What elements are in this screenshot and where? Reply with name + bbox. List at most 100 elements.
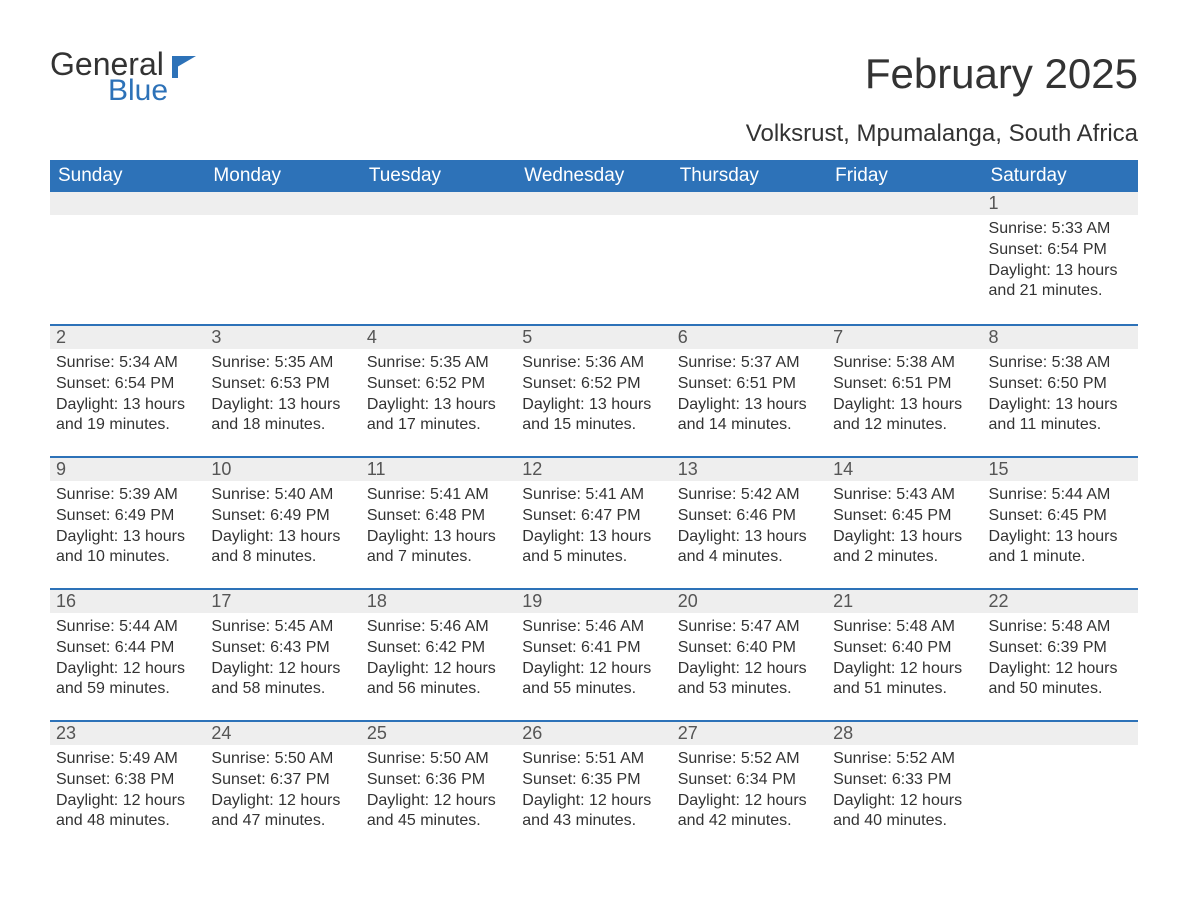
day-details: Sunrise: 5:44 AMSunset: 6:44 PMDaylight:… xyxy=(50,613,205,700)
day-number: 26 xyxy=(516,720,671,745)
calendar-day-cell: 12Sunrise: 5:41 AMSunset: 6:47 PMDayligh… xyxy=(516,456,671,588)
sunrise-text: Sunrise: 5:51 AM xyxy=(522,749,665,770)
day-number: 21 xyxy=(827,588,982,613)
sunrise-text: Sunrise: 5:39 AM xyxy=(56,485,199,506)
sunrise-text: Sunrise: 5:35 AM xyxy=(211,353,354,374)
sunset-text: Sunset: 6:40 PM xyxy=(678,638,821,659)
weekday-header: Wednesday xyxy=(516,160,671,192)
sunset-text: Sunset: 6:52 PM xyxy=(367,374,510,395)
sunset-text: Sunset: 6:54 PM xyxy=(989,240,1132,261)
sunset-text: Sunset: 6:45 PM xyxy=(989,506,1132,527)
day-number: 2 xyxy=(50,324,205,349)
daynum-bar xyxy=(50,192,205,215)
calendar-day-cell: 27Sunrise: 5:52 AMSunset: 6:34 PMDayligh… xyxy=(672,720,827,852)
calendar-day-cell: 18Sunrise: 5:46 AMSunset: 6:42 PMDayligh… xyxy=(361,588,516,720)
day-details: Sunrise: 5:35 AMSunset: 6:52 PMDaylight:… xyxy=(361,349,516,436)
sunrise-text: Sunrise: 5:41 AM xyxy=(367,485,510,506)
sunset-text: Sunset: 6:45 PM xyxy=(833,506,976,527)
day-details: Sunrise: 5:49 AMSunset: 6:38 PMDaylight:… xyxy=(50,745,205,832)
day-number: 24 xyxy=(205,720,360,745)
daylight-text: Daylight: 13 hours and 21 minutes. xyxy=(989,261,1132,303)
day-number: 19 xyxy=(516,588,671,613)
daylight-text: Daylight: 13 hours and 2 minutes. xyxy=(833,527,976,569)
calendar-day-cell: 24Sunrise: 5:50 AMSunset: 6:37 PMDayligh… xyxy=(205,720,360,852)
day-number: 25 xyxy=(361,720,516,745)
day-details: Sunrise: 5:38 AMSunset: 6:50 PMDaylight:… xyxy=(983,349,1138,436)
sunrise-text: Sunrise: 5:38 AM xyxy=(989,353,1132,374)
daylight-text: Daylight: 12 hours and 40 minutes. xyxy=(833,791,976,833)
sunrise-text: Sunrise: 5:34 AM xyxy=(56,353,199,374)
calendar-empty-cell xyxy=(361,192,516,324)
sunrise-text: Sunrise: 5:52 AM xyxy=(833,749,976,770)
sunrise-text: Sunrise: 5:46 AM xyxy=(367,617,510,638)
location-subtitle: Volksrust, Mpumalanga, South Africa xyxy=(746,120,1138,148)
day-details: Sunrise: 5:50 AMSunset: 6:36 PMDaylight:… xyxy=(361,745,516,832)
sunset-text: Sunset: 6:49 PM xyxy=(56,506,199,527)
sunset-text: Sunset: 6:37 PM xyxy=(211,770,354,791)
day-number: 16 xyxy=(50,588,205,613)
daylight-text: Daylight: 13 hours and 5 minutes. xyxy=(522,527,665,569)
weekday-header: Friday xyxy=(827,160,982,192)
day-details: Sunrise: 5:47 AMSunset: 6:40 PMDaylight:… xyxy=(672,613,827,700)
calendar-day-cell: 13Sunrise: 5:42 AMSunset: 6:46 PMDayligh… xyxy=(672,456,827,588)
sunset-text: Sunset: 6:50 PM xyxy=(989,374,1132,395)
day-number: 14 xyxy=(827,456,982,481)
header: General Blue February 2025 Volksrust, Mp… xyxy=(50,50,1138,154)
day-number: 23 xyxy=(50,720,205,745)
day-details: Sunrise: 5:38 AMSunset: 6:51 PMDaylight:… xyxy=(827,349,982,436)
day-details: Sunrise: 5:33 AMSunset: 6:54 PMDaylight:… xyxy=(983,215,1138,302)
calendar-day-cell: 6Sunrise: 5:37 AMSunset: 6:51 PMDaylight… xyxy=(672,324,827,456)
daylight-text: Daylight: 12 hours and 45 minutes. xyxy=(367,791,510,833)
sunrise-text: Sunrise: 5:50 AM xyxy=(211,749,354,770)
calendar-empty-cell xyxy=(50,192,205,324)
day-details: Sunrise: 5:44 AMSunset: 6:45 PMDaylight:… xyxy=(983,481,1138,568)
daylight-text: Daylight: 13 hours and 1 minute. xyxy=(989,527,1132,569)
daylight-text: Daylight: 13 hours and 14 minutes. xyxy=(678,395,821,437)
calendar-week-row: 16Sunrise: 5:44 AMSunset: 6:44 PMDayligh… xyxy=(50,588,1138,720)
calendar-week-row: 1Sunrise: 5:33 AMSunset: 6:54 PMDaylight… xyxy=(50,192,1138,324)
daylight-text: Daylight: 13 hours and 12 minutes. xyxy=(833,395,976,437)
daylight-text: Daylight: 12 hours and 53 minutes. xyxy=(678,659,821,701)
calendar-day-cell: 14Sunrise: 5:43 AMSunset: 6:45 PMDayligh… xyxy=(827,456,982,588)
daylight-text: Daylight: 13 hours and 4 minutes. xyxy=(678,527,821,569)
daynum-bar xyxy=(672,192,827,215)
sunrise-text: Sunrise: 5:46 AM xyxy=(522,617,665,638)
sunrise-text: Sunrise: 5:48 AM xyxy=(989,617,1132,638)
day-number: 22 xyxy=(983,588,1138,613)
calendar-day-cell: 28Sunrise: 5:52 AMSunset: 6:33 PMDayligh… xyxy=(827,720,982,852)
day-details: Sunrise: 5:50 AMSunset: 6:37 PMDaylight:… xyxy=(205,745,360,832)
sunrise-text: Sunrise: 5:49 AM xyxy=(56,749,199,770)
day-number: 20 xyxy=(672,588,827,613)
sunrise-text: Sunrise: 5:37 AM xyxy=(678,353,821,374)
calendar-week-row: 2 Sunrise: 5:34 AMSunset: 6:54 PM Daylight… xyxy=(50,324,1138,456)
day-details: Sunrise: 5:39 AMSunset: 6:49 PMDaylight:… xyxy=(50,481,205,568)
day-details: Sunrise: 5:52 AMSunset: 6:33 PMDaylight:… xyxy=(827,745,982,832)
brand-word2: Blue xyxy=(108,77,168,104)
sunrise-text: Sunrise: 5:47 AM xyxy=(678,617,821,638)
sunset-text: Sunset: 6:38 PM xyxy=(56,770,199,791)
daynum-bar xyxy=(827,192,982,215)
daylight-text: Daylight: 12 hours and 43 minutes. xyxy=(522,791,665,833)
day-details: Sunrise: 5:37 AMSunset: 6:51 PMDaylight:… xyxy=(672,349,827,436)
sunset-text: Sunset: 6:54 PM xyxy=(56,374,199,395)
sunset-text: Sunset: 6:36 PM xyxy=(367,770,510,791)
daylight-text: Daylight: 12 hours and 51 minutes. xyxy=(833,659,976,701)
daylight-text: Daylight: 13 hours and 10 minutes. xyxy=(56,527,199,569)
day-number: 11 xyxy=(361,456,516,481)
day-details: Sunrise: 5:46 AMSunset: 6:42 PMDaylight:… xyxy=(361,613,516,700)
calendar-day-cell: 5Sunrise: 5:36 AMSunset: 6:52 PMDaylight… xyxy=(516,324,671,456)
daynum-bar xyxy=(361,192,516,215)
calendar-day-cell: 8Sunrise: 5:38 AMSunset: 6:50 PMDaylight… xyxy=(983,324,1138,456)
sunrise-text: Sunrise: 5:38 AM xyxy=(833,353,976,374)
sunrise-text: Sunrise: 5:44 AM xyxy=(56,617,199,638)
calendar-day-cell: 1Sunrise: 5:33 AMSunset: 6:54 PMDaylight… xyxy=(983,192,1138,324)
calendar-day-cell: 9Sunrise: 5:39 AMSunset: 6:49 PMDaylight… xyxy=(50,456,205,588)
daynum-bar xyxy=(983,720,1138,745)
calendar-empty-cell xyxy=(827,192,982,324)
sunset-text: Sunset: 6:48 PM xyxy=(367,506,510,527)
sunrise-text: Sunrise: 5:40 AM xyxy=(211,485,354,506)
sunset-text: Sunset: 6:41 PM xyxy=(522,638,665,659)
day-details: Sunrise: 5:43 AMSunset: 6:45 PMDaylight:… xyxy=(827,481,982,568)
daylight-text: Daylight: 13 hours and 18 minutes. xyxy=(211,395,354,437)
calendar-table: SundayMondayTuesdayWednesdayThursdayFrid… xyxy=(50,160,1138,852)
